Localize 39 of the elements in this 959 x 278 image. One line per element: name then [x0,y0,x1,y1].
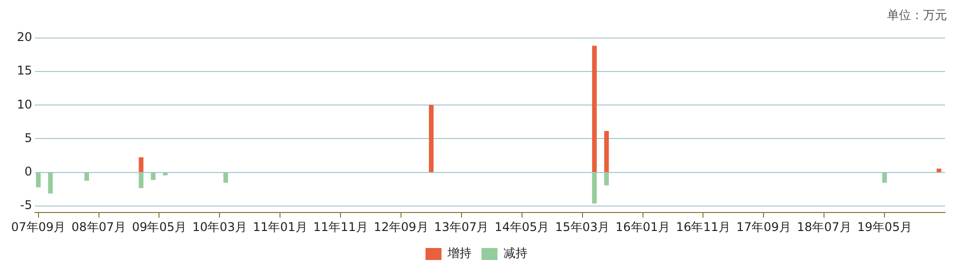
y-tick-label: 20 [16,30,32,44]
y-tick-label: 15 [16,64,32,78]
bar [592,172,597,204]
bar [162,172,168,176]
x-tick-label: 17年09月 [736,220,791,234]
x-tick-label: 11年11月 [313,220,368,234]
bar [936,168,942,172]
bar [36,172,41,188]
x-tick-label: 14年05月 [494,220,550,234]
x-tick-label: 07年09月 [11,220,66,234]
bar [592,46,597,172]
x-tick-label: 12年09月 [374,220,428,234]
bar [138,157,144,172]
x-tick-label: 19年05月 [857,220,912,234]
y-tick-label: 10 [16,97,32,112]
bar [48,172,53,194]
bar [882,172,887,183]
x-tick-label: 11年01月 [252,220,308,234]
text: 单位：万元 [887,8,947,22]
bar [84,172,90,181]
x-tick-label: 15年03月 [555,220,610,234]
bar [604,172,609,186]
y-tick-label: -5 [20,198,32,212]
bar [428,104,434,172]
y-tick-label: 5 [24,130,32,145]
bar [150,172,156,180]
x-tick-label: 13年07月 [434,220,489,234]
bar [223,172,228,183]
bar [604,131,609,172]
legend-label: 减持 [504,246,528,260]
y-tick-label: 0 [24,164,32,178]
x-tick-label: 16年01月 [616,220,670,234]
x-tick-label: 18年07月 [796,220,852,234]
x-tick-label: 10年03月 [192,220,247,234]
x-tick-label: 08年07月 [72,220,126,234]
legend-label: 增持 [446,246,472,260]
x-tick-label: 16年11月 [676,220,730,234]
bar [138,172,144,188]
x-tick-label: 09年05月 [132,220,187,234]
